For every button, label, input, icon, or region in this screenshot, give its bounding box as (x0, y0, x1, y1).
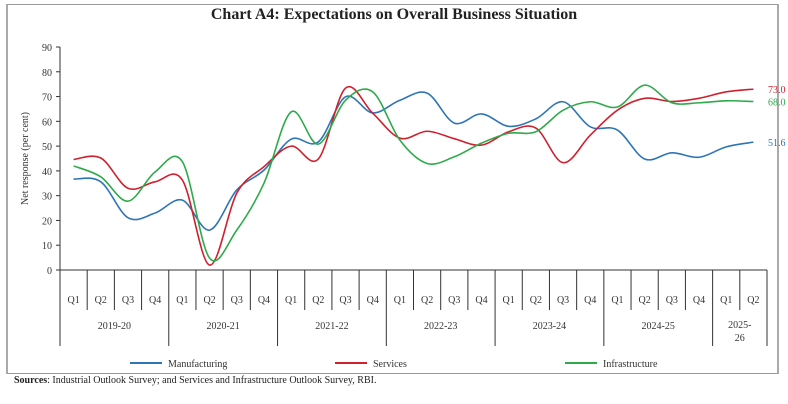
legend-label-manufacturing: Manufacturing (168, 359, 227, 370)
year-label: 2024-25 (642, 321, 675, 332)
sources-note: Sources: Industrial Outlook Survey; and … (14, 375, 376, 386)
quarter-label: Q2 (312, 295, 324, 306)
chart-frame (6, 4, 779, 374)
series-line-infrastructure (73, 84, 754, 262)
quarter-label: Q2 (639, 295, 651, 306)
end-label-manufacturing: 51.6 (768, 138, 786, 149)
chart-title: Chart A4: Expectations on Overall Busine… (210, 6, 578, 23)
series-line-services (73, 85, 754, 266)
year-label: 2019-20 (98, 321, 131, 332)
sources-label: Sources (14, 375, 48, 386)
quarter-label: Q1 (503, 295, 515, 306)
quarter-label: Q3 (448, 295, 460, 306)
quarter-label: Q4 (258, 295, 270, 306)
year-label: 2021-22 (315, 321, 348, 332)
y-tick-label: 20 (42, 216, 52, 227)
quarter-label: Q2 (203, 295, 215, 306)
y-tick-label: 90 (42, 43, 52, 54)
year-label: 2025- (728, 320, 751, 331)
year-label: 2020-21 (206, 321, 239, 332)
quarter-label: Q1 (394, 295, 406, 306)
quarter-label: Q4 (367, 295, 379, 306)
quarter-label: Q2 (747, 295, 759, 306)
year-label: 2022-23 (424, 321, 457, 332)
quarter-label: Q3 (666, 295, 678, 306)
quarter-label: Q3 (231, 295, 243, 306)
quarter-label: Q1 (176, 295, 188, 306)
quarter-label: Q2 (530, 295, 542, 306)
quarter-label: Q3 (339, 295, 351, 306)
sources-text: : Industrial Outlook Survey; and Service… (47, 375, 377, 386)
y-tick-label: 0 (47, 266, 52, 277)
y-tick-label: 50 (42, 142, 52, 153)
y-axis-label: Net response (per cent) (20, 112, 31, 205)
quarter-label: Q1 (720, 295, 732, 306)
year-label: 2023-24 (533, 321, 566, 332)
y-tick-label: 40 (42, 167, 52, 178)
quarter-label: Q4 (693, 295, 705, 306)
quarter-label: Q2 (95, 295, 107, 306)
quarter-label: Q4 (149, 295, 161, 306)
series-line-manufacturing (73, 91, 754, 231)
y-tick-label: 70 (42, 93, 52, 104)
quarter-label: Q1 (285, 295, 297, 306)
y-tick-label: 60 (42, 117, 52, 128)
quarter-label: Q1 (611, 295, 623, 306)
quarter-label: Q4 (475, 295, 487, 306)
end-label-services: 73.0 (768, 85, 786, 96)
legend-label-services: Services (373, 359, 407, 370)
quarter-label: Q4 (584, 295, 596, 306)
quarter-label: Q1 (67, 295, 79, 306)
end-label-infrastructure: 68.0 (768, 98, 786, 109)
y-tick-label: 30 (42, 192, 52, 203)
quarter-label: Q2 (421, 295, 433, 306)
quarter-label: Q3 (557, 295, 569, 306)
quarter-label: Q3 (122, 295, 134, 306)
year-label: 26 (735, 333, 745, 344)
legend-label-infrastructure: Infrastructure (603, 359, 658, 370)
y-tick-label: 10 (42, 241, 52, 252)
y-tick-label: 80 (42, 68, 52, 79)
